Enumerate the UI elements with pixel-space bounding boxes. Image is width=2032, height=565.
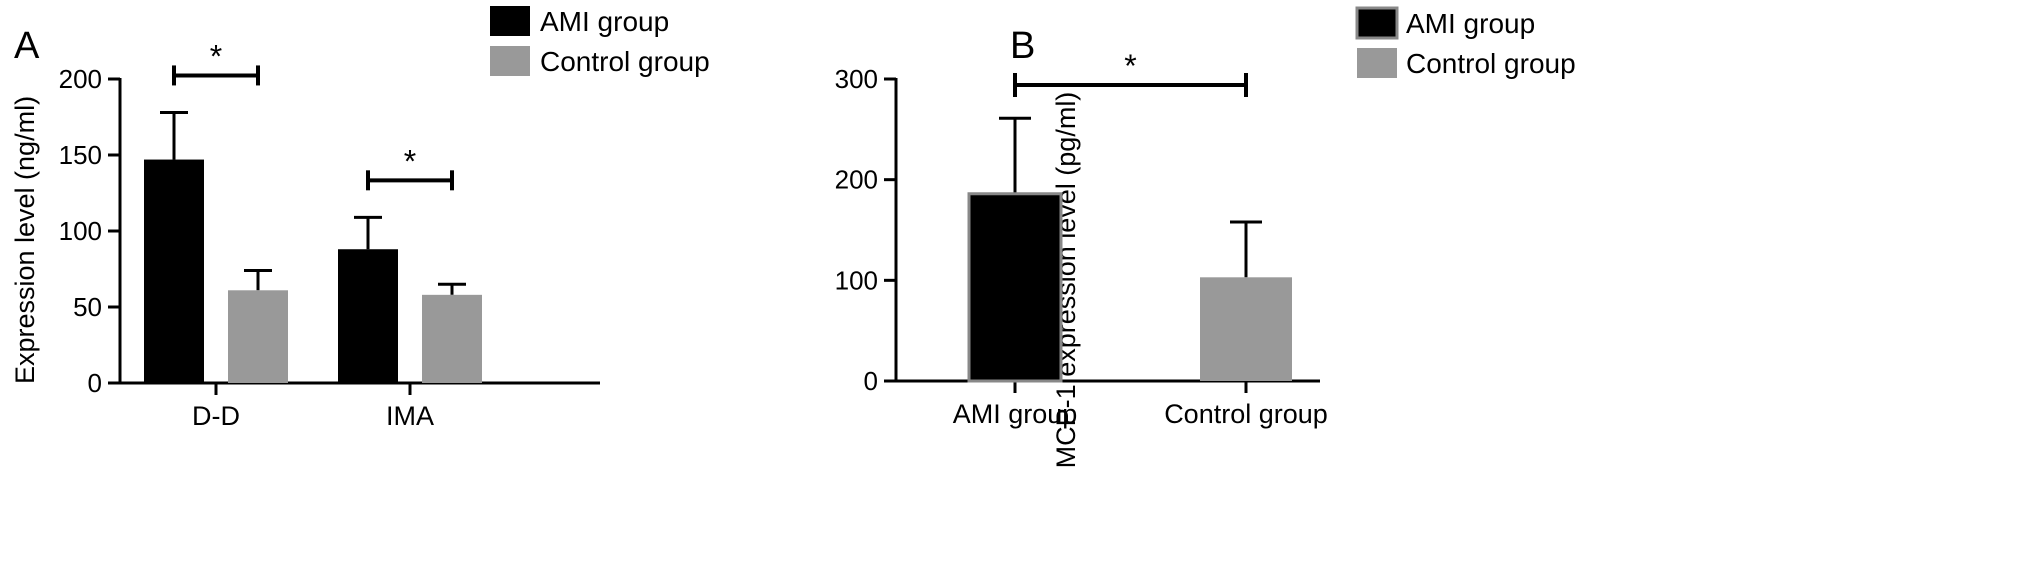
panel-a-significance-star: * [404, 143, 416, 179]
panel-a-y-tick-label: 100 [59, 216, 102, 246]
panel-a-y-tick-label: 150 [59, 140, 102, 170]
panel-a-categories: D-D IMA [192, 401, 434, 431]
panel-a-y-ticks: 0 50 100 150 200 [59, 64, 120, 398]
panel-b-bar [967, 192, 1063, 383]
panel-a-bar [422, 294, 482, 383]
panel-b-category-label: AMI group [953, 399, 1078, 429]
panel-b-categories: AMI group Control group [953, 399, 1328, 429]
panel-a-category-label: IMA [386, 401, 434, 431]
panel-a-bar [144, 159, 204, 383]
panel-b-significance-star: * [1124, 48, 1136, 84]
panel-a-legend-swatch [490, 46, 530, 76]
panel-a-significance-star: * [210, 38, 222, 74]
panel-a-label: A [14, 25, 40, 67]
panel-b-chart: B MCP-1 expression level (pg/ml) 0100200… [835, 6, 1576, 468]
panel-a-y-axis-title: Expression level (ng/ml) [10, 96, 40, 384]
panel-a-legend-label: Control group [540, 46, 710, 77]
panel-a-bar [338, 249, 398, 383]
panel-b-y-tick-label: 300 [835, 64, 878, 94]
panel-b-y-tick-label: 200 [835, 165, 878, 195]
panel-a-y-tick-label: 200 [59, 64, 102, 94]
panel-b-significance: * [1013, 48, 1248, 97]
panel-a-y-tick-label: 50 [73, 292, 102, 322]
panel-b-bars [967, 116, 1292, 383]
panel-a-y-tick-label: 0 [88, 368, 102, 398]
panel-b-y-ticks: 0 100 200 300 [835, 64, 896, 396]
panel-b-legend-label: Control group [1406, 48, 1576, 79]
panel-a-legend-swatch [490, 6, 530, 36]
panel-b-y-tick-label: 0 [864, 366, 878, 396]
panel-b-legend-swatch [1357, 48, 1397, 78]
panel-b-bar [1200, 277, 1292, 381]
panel-a-category-label: D-D [192, 401, 240, 431]
panel-a-legend: AMI group Control group [490, 6, 710, 77]
panel-b-legend: AMI group Control group [1355, 6, 1576, 79]
panel-b-legend-swatch [1355, 6, 1399, 40]
panel-a-significance: ** [172, 38, 454, 191]
panel-b-y-tick-label: 100 [835, 265, 878, 295]
panel-a-legend-label: AMI group [540, 6, 669, 37]
panel-a-bar [228, 290, 288, 383]
panel-b-legend-label: AMI group [1406, 8, 1535, 39]
panel-b-label: B [1010, 25, 1035, 67]
panel-a-chart: A Expression level (ng/ml) 050100150200 … [10, 6, 710, 431]
panel-a-bars [144, 110, 482, 383]
panel-b-category-label: Control group [1164, 399, 1328, 429]
